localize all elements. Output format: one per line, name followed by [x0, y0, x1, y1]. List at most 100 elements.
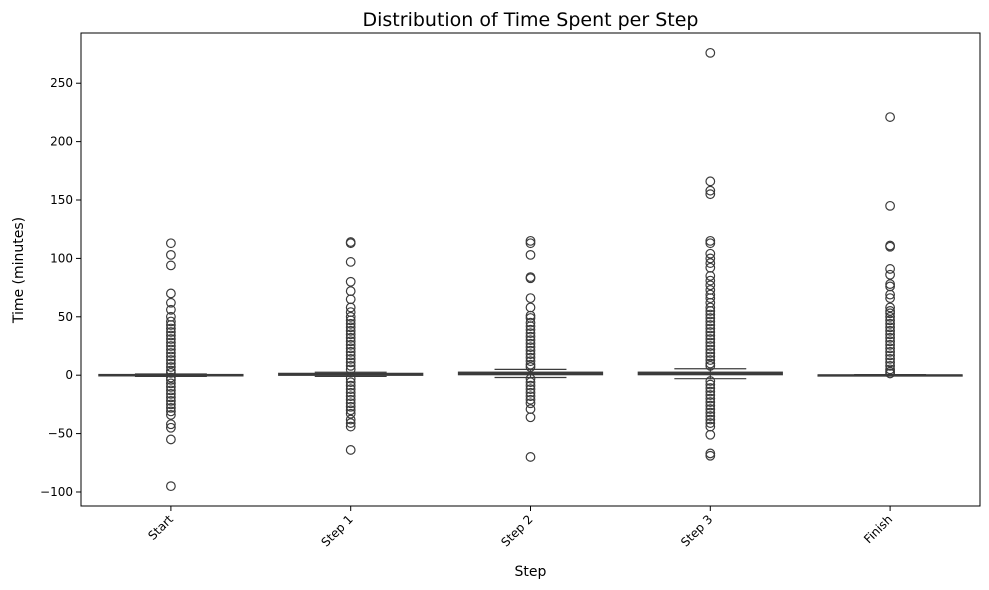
outlier-point	[345, 350, 356, 361]
outlier-point	[345, 294, 356, 305]
outlier-point	[885, 112, 895, 122]
outlier-point	[525, 250, 536, 260]
outlier-point	[705, 275, 716, 286]
outlier-point	[345, 325, 356, 336]
outlier-point	[705, 280, 716, 291]
outlier-point	[525, 394, 536, 405]
outlier-point	[165, 238, 176, 249]
outlier-point	[345, 353, 356, 364]
outlier-point	[705, 320, 716, 330]
outlier-point	[705, 253, 716, 264]
outlier-point	[705, 418, 716, 428]
outlier-point	[885, 264, 895, 274]
outlier-point	[705, 271, 716, 281]
outlier-point	[525, 342, 536, 353]
x-axis: Start Step 1 Step 2 Step 3 Finish	[145, 506, 895, 550]
outlier-point	[345, 421, 356, 432]
outlier-point	[885, 329, 895, 340]
outlier-point	[345, 357, 356, 368]
outlier-point	[705, 316, 716, 327]
outlier-point	[705, 323, 716, 334]
outlier-point	[885, 322, 895, 333]
outlier-point	[885, 339, 895, 350]
outlier-point	[345, 238, 356, 249]
x-axis-title: Step	[515, 564, 547, 580]
box-step-1	[278, 237, 424, 455]
outlier-point	[165, 250, 176, 260]
outlier-point	[525, 362, 536, 372]
outlier-point	[885, 353, 895, 364]
outlier-point	[705, 379, 716, 390]
outlier-point	[165, 399, 176, 410]
outlier-point	[525, 331, 536, 342]
outlier-point	[705, 393, 716, 404]
outlier-point	[705, 386, 716, 397]
outlier-point	[885, 318, 895, 329]
outlier-point	[885, 241, 895, 252]
outlier-point	[525, 356, 536, 367]
outlier-point	[345, 315, 356, 326]
outlier-point	[705, 341, 716, 351]
outlier-point	[705, 400, 716, 411]
outlier-point	[165, 402, 176, 413]
outlier-point	[525, 335, 536, 346]
outlier-point	[705, 344, 716, 355]
outlier-point	[525, 349, 536, 360]
outlier-point	[525, 273, 536, 284]
outlier-point	[705, 189, 716, 200]
outlier-point	[525, 345, 536, 356]
outlier-point	[705, 450, 716, 461]
outlier-point	[165, 406, 176, 417]
outlier-point	[165, 344, 176, 355]
outlier-point	[885, 308, 895, 319]
outlier-point	[705, 404, 716, 414]
outlier-point	[165, 334, 176, 344]
y-tick-label: 100	[50, 251, 73, 265]
y-axis-title: Time (minutes)	[11, 217, 27, 324]
outlier-point	[165, 378, 176, 389]
outlier-point	[525, 338, 536, 349]
outlier-point	[165, 327, 176, 337]
outlier-point	[165, 351, 176, 362]
outlier-point	[705, 330, 716, 341]
outlier-point	[165, 381, 176, 392]
outlier-point	[345, 391, 356, 402]
outlier-point	[525, 380, 536, 391]
outlier-point	[165, 355, 176, 365]
outlier-point	[165, 288, 176, 299]
outlier-point	[705, 383, 716, 393]
outlier-point	[525, 384, 536, 395]
outlier-point	[525, 391, 536, 402]
outlier-point	[345, 401, 356, 412]
outlier-point	[885, 269, 895, 280]
box-start	[98, 238, 244, 492]
outlier-point	[525, 238, 536, 249]
outlier-point	[705, 293, 716, 304]
outlier-point	[525, 452, 536, 462]
outlier-point	[705, 355, 716, 365]
y-tick-label: −50	[48, 427, 73, 441]
outlier-point	[525, 293, 536, 304]
outlier-point	[345, 445, 356, 455]
plot-frame	[80, 32, 981, 507]
y-tick-label: 0	[65, 368, 73, 382]
outlier-point	[345, 398, 356, 409]
outlier-point	[525, 404, 536, 414]
outlier-point	[345, 380, 356, 391]
outlier-point	[705, 176, 716, 187]
outlier-point	[885, 346, 895, 357]
outlier-point	[705, 348, 716, 358]
outlier-point	[165, 481, 176, 492]
outlier-point	[345, 377, 356, 388]
outlier-point	[345, 394, 356, 405]
outlier-point	[165, 341, 176, 351]
chart-title: Distribution of Time Spent per Step	[363, 9, 699, 31]
outlier-point	[165, 392, 176, 403]
y-axis: −100 −50 0 50 100 150 200 250	[40, 76, 81, 499]
outlier-point	[345, 257, 356, 267]
box-step-2	[457, 235, 604, 462]
outlier-point	[885, 315, 895, 326]
outlier-point	[705, 258, 716, 268]
outlier-point	[345, 336, 356, 347]
